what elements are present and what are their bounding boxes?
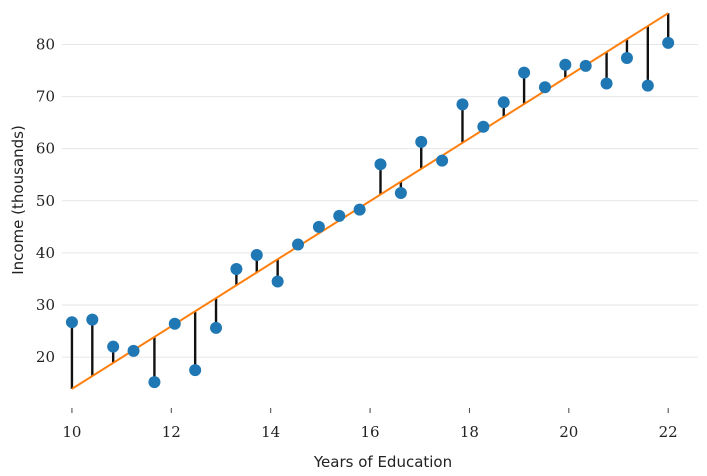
- data-point: [415, 135, 428, 148]
- data-point: [292, 238, 305, 251]
- grid-lines: [62, 43, 698, 358]
- data-point: [168, 317, 181, 330]
- y-tick-label-40: 40: [36, 244, 55, 262]
- y-tick-label-60: 60: [36, 140, 55, 158]
- y-axis-ticks: 20 30 40 50 60 70 80: [36, 35, 55, 366]
- y-axis-title: Income (thousands): [9, 125, 27, 275]
- x-axis-ticks: 10 12 14 16 18 20 22: [62, 408, 678, 441]
- data-point: [538, 81, 551, 94]
- data-point: [579, 59, 592, 72]
- data-point: [271, 275, 284, 288]
- data-point: [127, 344, 140, 357]
- x-tick-label-16: 16: [361, 423, 380, 441]
- data-point: [86, 313, 99, 326]
- data-point: [107, 340, 120, 353]
- y-tick-label-20: 20: [36, 348, 55, 366]
- data-point: [312, 220, 325, 233]
- data-point: [559, 58, 572, 71]
- x-tick-label-14: 14: [261, 423, 280, 441]
- data-point: [620, 52, 633, 65]
- data-point: [250, 248, 263, 261]
- data-point: [641, 79, 654, 92]
- y-tick-label-80: 80: [36, 35, 55, 53]
- y-tick-label-50: 50: [36, 192, 55, 210]
- data-point: [436, 154, 449, 167]
- x-tick-label-22: 22: [659, 423, 678, 441]
- data-point: [230, 263, 243, 276]
- data-point: [148, 376, 161, 389]
- data-point: [189, 364, 202, 377]
- x-axis-title: Years of Education: [313, 453, 452, 471]
- x-tick-label-18: 18: [460, 423, 479, 441]
- data-point: [518, 66, 531, 79]
- data-point: [374, 158, 387, 171]
- data-point: [394, 186, 407, 199]
- data-point: [662, 36, 675, 49]
- y-tick-label-30: 30: [36, 296, 55, 314]
- y-tick-label-70: 70: [36, 88, 55, 106]
- data-point: [333, 209, 346, 222]
- data-point: [497, 96, 510, 109]
- data-point: [210, 321, 223, 334]
- x-tick-label-12: 12: [162, 423, 181, 441]
- data-point: [456, 98, 469, 111]
- x-tick-label-10: 10: [62, 423, 81, 441]
- data-point: [353, 203, 366, 216]
- data-point: [477, 120, 490, 133]
- data-points: [65, 36, 675, 389]
- data-point: [600, 77, 613, 90]
- data-point: [65, 316, 78, 329]
- x-tick-label-20: 20: [559, 423, 578, 441]
